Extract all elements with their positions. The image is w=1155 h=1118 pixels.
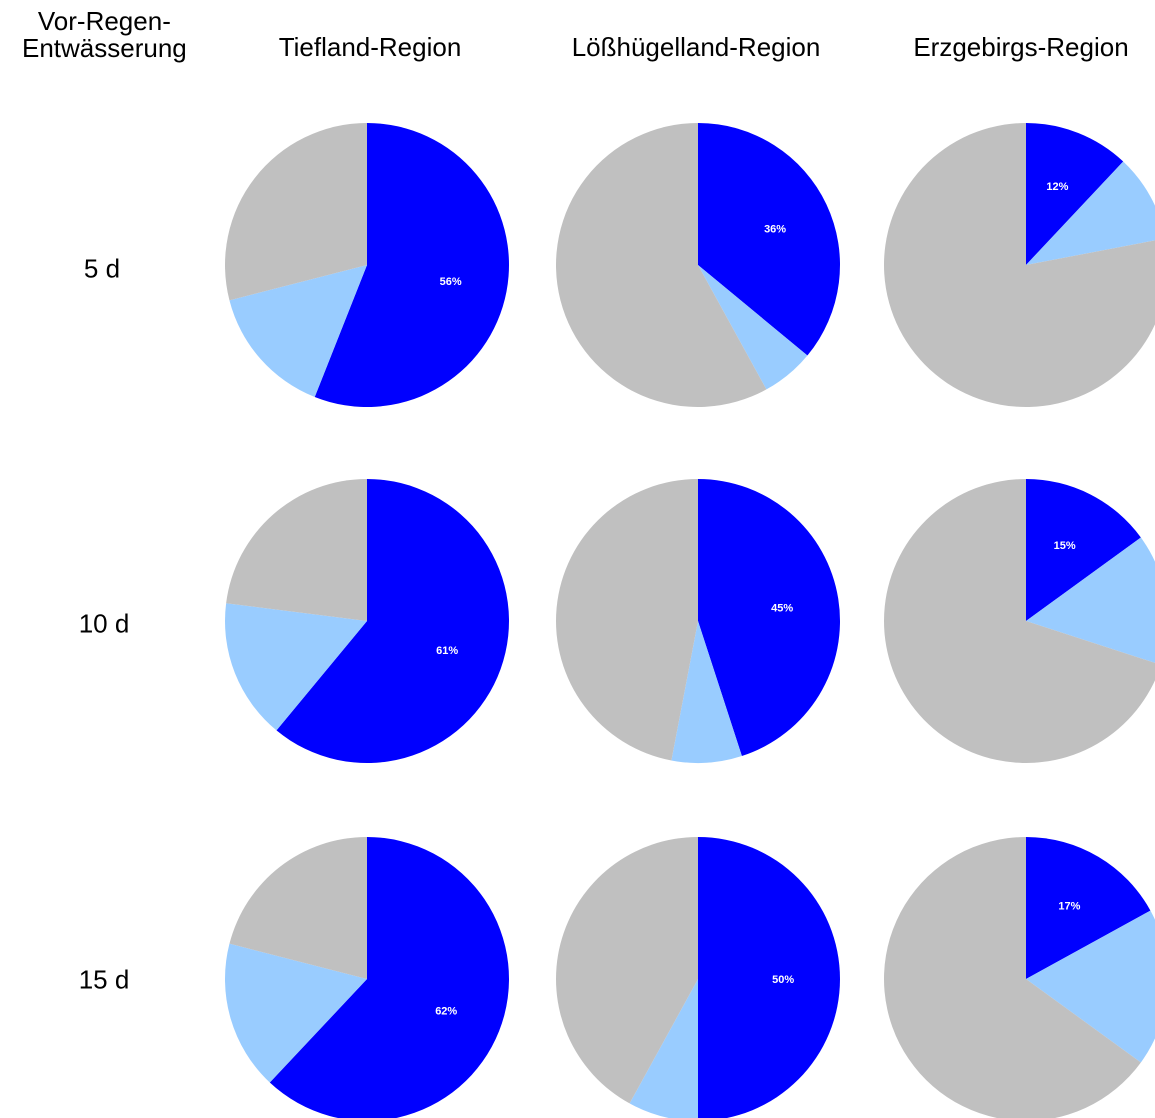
light-blue-slice	[225, 943, 367, 1083]
dark-blue-slice	[698, 837, 840, 1118]
grey-slice	[884, 123, 1155, 407]
pie-5-d-tiefland-region: 56%	[225, 123, 510, 408]
row-header: Vor-Regen- Entwässerung	[22, 8, 187, 62]
light-blue-slice	[1026, 161, 1155, 265]
pie-15-d-erzgebirgs-region: 17%	[884, 837, 1155, 1118]
dark-blue-slice	[698, 479, 841, 757]
grey-slice	[884, 837, 1141, 1118]
slice-percent-label: 36%	[764, 224, 786, 236]
slice-percent-label: 62%	[435, 1005, 457, 1017]
dark-blue-slice	[276, 479, 510, 763]
dark-blue-slice	[314, 123, 510, 408]
pie-5-d-erzgebirgs-region: 12%	[884, 123, 1155, 407]
grey-slice	[226, 478, 367, 621]
light-blue-slice	[1026, 910, 1155, 1063]
pie-5-d-losshugelland-region: 36%	[556, 123, 841, 407]
grey-slice	[225, 123, 367, 301]
light-blue-slice	[1026, 537, 1155, 663]
slice-percent-label: 56%	[440, 276, 462, 288]
light-blue-slice	[671, 621, 742, 763]
grey-slice	[884, 479, 1155, 763]
dark-blue-slice	[269, 837, 509, 1118]
slice-percent-label: 12%	[1046, 181, 1068, 193]
row-header-line-1: Vor-Regen-	[37, 6, 171, 36]
row-header-line-2: Entwässerung	[22, 33, 187, 63]
slice-percent-label: 15%	[1054, 540, 1076, 552]
slice-percent-label: 17%	[1058, 901, 1080, 913]
slice-percent-label: 50%	[772, 974, 794, 986]
light-blue-slice	[698, 265, 808, 390]
dark-blue-slice	[698, 123, 841, 356]
slice-percent-label: 45%	[771, 603, 793, 615]
pie-10-d-erzgebirgs-region: 15%	[884, 479, 1155, 763]
pie-15-d-losshugelland-region: 50%	[555, 837, 840, 1118]
slice-percent-label: 61%	[436, 645, 458, 657]
grey-slice	[229, 837, 367, 979]
dark-blue-slice	[1026, 123, 1124, 265]
light-blue-slice	[629, 979, 698, 1118]
row-label-15d: 15 d	[78, 964, 130, 995]
light-blue-slice	[229, 265, 367, 398]
pie-10-d-losshugelland-region: 45%	[556, 479, 841, 763]
column-title-erzgebirge: Erzgebirgs-Region	[913, 32, 1129, 62]
grey-slice	[556, 479, 698, 761]
row-label-5d: 5 d	[83, 253, 121, 284]
pie-15-d-tiefland-region: 62%	[225, 837, 509, 1118]
pie-10-d-tiefland-region: 61%	[224, 478, 510, 763]
grey-slice	[556, 123, 767, 407]
light-blue-slice	[224, 603, 367, 731]
column-title-tiefland: Tiefland-Region	[278, 32, 462, 62]
dark-blue-slice	[1026, 479, 1141, 621]
dark-blue-slice	[1026, 837, 1151, 979]
column-title-loesshuegelland: Lößhügelland-Region	[571, 32, 821, 62]
grey-slice	[555, 837, 698, 1104]
row-label-10d: 10 d	[78, 608, 130, 639]
